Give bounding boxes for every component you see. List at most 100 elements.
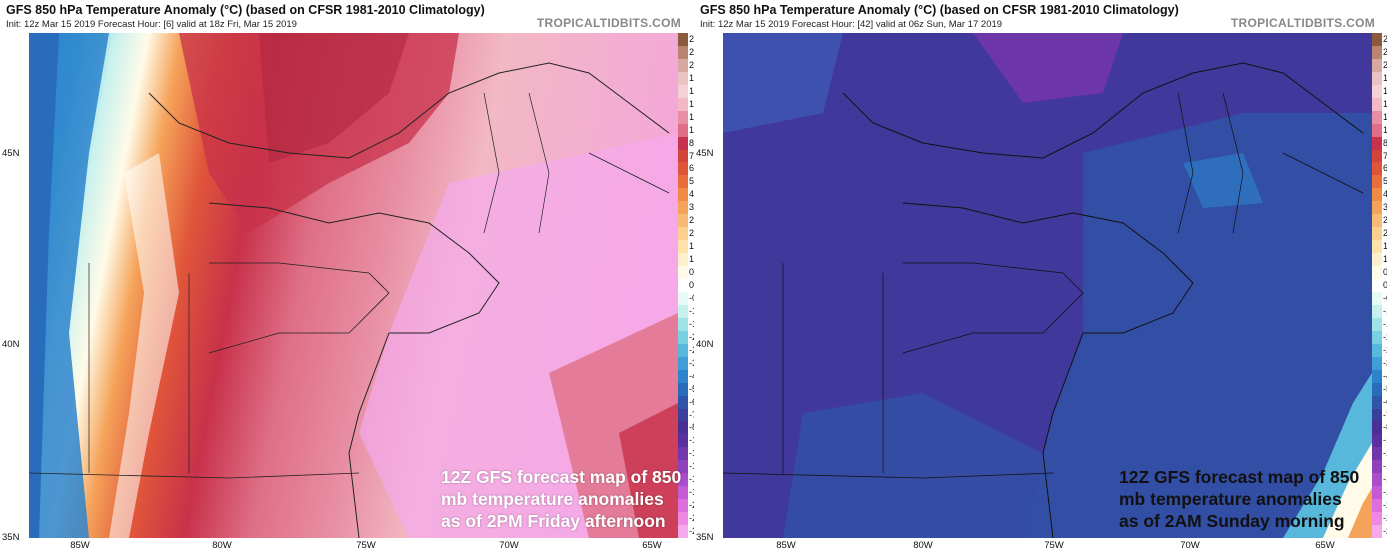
colorbar-tick-label: -2 (1383, 331, 1387, 342)
colorbar-swatch (1372, 162, 1382, 176)
map-canvas (29, 33, 678, 538)
map-canvas (723, 33, 1372, 538)
colorbar-swatch (1372, 317, 1382, 332)
lon-label: 75W (356, 540, 376, 551)
colorbar-swatch (1372, 343, 1382, 358)
colorbar-swatch (678, 304, 688, 319)
lon-label: 85W (776, 540, 796, 551)
colorbar-tick-label: -2 (689, 331, 698, 342)
colorbar-tick-label: -5 (1383, 383, 1387, 394)
colorbar-swatch (1372, 97, 1382, 112)
colorbar-swatch (1372, 356, 1382, 371)
map-caption: 12Z GFS forecast map of 850 mb temperatu… (441, 466, 681, 532)
anomaly-map (723, 33, 1372, 538)
colorbar-tick-label: 18 (1383, 72, 1387, 83)
colorbar-swatch (1372, 395, 1382, 409)
caption-line: mb temperature anomalies (441, 489, 664, 509)
colorbar (678, 33, 688, 539)
colorbar-swatch (1372, 304, 1382, 319)
lon-label: 70W (499, 540, 519, 551)
lon-label: 80W (212, 540, 232, 551)
colorbar-tick-label: 16 (1383, 85, 1387, 96)
colorbar-tick-label: -1 (1383, 305, 1387, 316)
lat-label: 45N (2, 148, 20, 159)
colorbar-tick-label: -24 (1383, 513, 1387, 524)
brand-watermark: TROPICALTIDBITS.COM (536, 16, 681, 30)
colorbar-swatch (678, 240, 688, 254)
colorbar-swatch (1372, 45, 1382, 60)
colorbar-swatch (1372, 214, 1382, 228)
colorbar-tick-label: -6 (689, 396, 698, 407)
colorbar-tick-label: 3 (1383, 202, 1387, 213)
colorbar-swatch (678, 149, 688, 163)
lon-label: 85W (70, 540, 90, 551)
colorbar-swatch (678, 408, 688, 422)
colorbar-tick-label: 12 (1383, 111, 1387, 122)
map-panel-friday: GFS 850 hPa Temperature Anomaly (°C) (ba… (0, 0, 705, 552)
colorbar-tick-label: 1.5 (1383, 241, 1387, 252)
colorbar-tick-label: -7 (689, 409, 698, 420)
colorbar-swatch (1372, 408, 1382, 422)
map-panel-sunday: GFS 850 hPa Temperature Anomaly (°C) (ba… (694, 0, 1387, 552)
colorbar-swatch (678, 356, 688, 371)
map-title: GFS 850 hPa Temperature Anomaly (°C) (ba… (6, 3, 485, 17)
lon-label: 70W (1180, 540, 1200, 551)
map-subtitle: Init: 12z Mar 15 2019 Forecast Hour: [42… (700, 19, 1003, 30)
colorbar-swatch (1372, 447, 1382, 461)
colorbar-tick-label: -8 (689, 422, 698, 433)
colorbar-tick-label: 8 (1383, 137, 1387, 148)
colorbar-swatch (678, 369, 688, 384)
caption-line: as of 2PM Friday afternoon (441, 511, 666, 531)
colorbar-swatch (678, 123, 688, 138)
colorbar-tick-label: 0 (1383, 280, 1387, 291)
colorbar-tick-label: 8 (689, 137, 695, 148)
colorbar-swatch (678, 499, 688, 513)
caption-line: 12Z GFS forecast map of 850 (1119, 467, 1360, 487)
colorbar-tick-label: -16 (1383, 474, 1387, 485)
colorbar-tick-label: -20 (1383, 500, 1387, 511)
colorbar-swatch (1372, 84, 1382, 99)
colorbar-swatch (678, 110, 688, 125)
lat-label: 40N (2, 339, 20, 350)
colorbar-tick-label: -3 (1383, 357, 1387, 368)
colorbar-tick-label: -5 (689, 383, 698, 394)
colorbar-swatch (1372, 473, 1382, 487)
colorbar-swatch (678, 214, 688, 228)
colorbar-tick-label: 14 (1383, 98, 1387, 109)
colorbar-tick-label: 24 (1383, 46, 1387, 57)
colorbar-swatch (1372, 460, 1382, 474)
colorbar-tick-label: 10 (1383, 124, 1387, 135)
colorbar-swatch (678, 317, 688, 332)
colorbar-tick-label: 1 (1383, 254, 1387, 265)
colorbar-swatch (678, 33, 688, 47)
colorbar-swatch (1372, 58, 1382, 73)
colorbar-tick-label: 2.5 (1383, 215, 1387, 226)
colorbar-swatch (678, 421, 688, 435)
colorbar-tick-label: -1 (689, 305, 698, 316)
colorbar-swatch (1372, 434, 1382, 448)
colorbar-tick-label: 28 (1383, 34, 1387, 44)
colorbar-swatch (1372, 266, 1382, 280)
colorbar-tick-label: -14 (1383, 461, 1387, 472)
colorbar-tick-label: -18 (1383, 487, 1387, 498)
colorbar-swatch (1372, 240, 1382, 254)
colorbar-swatch (1372, 382, 1382, 397)
colorbar-swatch (1372, 201, 1382, 215)
colorbar-swatch (1372, 71, 1382, 86)
colorbar-tick-label: 20 (1383, 59, 1387, 70)
colorbar-swatch (678, 58, 688, 73)
lat-label: 45N (696, 148, 714, 159)
colorbar-swatch (1372, 279, 1382, 293)
colorbar-swatch (1372, 499, 1382, 513)
colorbar-swatch (1372, 330, 1382, 345)
caption-line: as of 2AM Sunday morning (1119, 511, 1345, 531)
colorbar-tick-label: 3 (689, 202, 695, 213)
colorbar-swatch (1372, 33, 1382, 47)
colorbar-tick-label: 7 (1383, 150, 1387, 161)
colorbar-swatch (1372, 253, 1382, 267)
colorbar-tick-label: -7 (1383, 409, 1387, 420)
colorbar-swatch (1372, 512, 1382, 526)
colorbar-swatch (678, 460, 688, 474)
brand-watermark: TROPICALTIDBITS.COM (1230, 16, 1375, 30)
colorbar-swatch (678, 512, 688, 526)
